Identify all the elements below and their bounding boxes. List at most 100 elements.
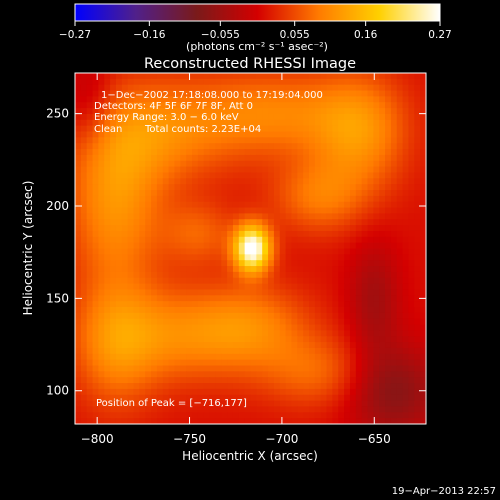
heatmap-cell xyxy=(133,236,140,244)
heatmap-cell xyxy=(402,160,409,168)
heatmap-cell xyxy=(367,143,374,150)
heatmap-cell xyxy=(192,418,199,424)
heatmap-cell xyxy=(238,388,246,396)
heatmap-cell xyxy=(408,131,415,138)
heatmap-cell xyxy=(115,201,123,209)
heatmap-cell xyxy=(227,371,234,378)
heatmap-cell xyxy=(209,143,216,150)
heatmap-cell xyxy=(227,113,234,121)
heatmap-cell xyxy=(338,412,345,419)
heatmap-cell xyxy=(115,84,123,92)
heatmap-cell xyxy=(355,90,363,97)
heatmap-cell xyxy=(75,307,82,314)
heatmap-cell xyxy=(186,312,193,320)
heatmap-cell xyxy=(98,201,105,209)
heatmap-cell xyxy=(420,248,426,255)
heatmap-cell xyxy=(373,131,380,138)
heatmap-cell xyxy=(349,377,357,384)
heatmap-cell xyxy=(80,201,88,209)
heatmap-cell xyxy=(98,137,105,144)
heatmap-cell xyxy=(110,418,117,424)
heatmap-cell xyxy=(344,90,351,97)
heatmap-cell xyxy=(344,195,351,203)
heatmap-cell xyxy=(285,347,292,355)
heatmap-cell xyxy=(309,225,316,232)
heatmap-cell xyxy=(121,108,129,115)
heatmap-cell xyxy=(285,388,292,396)
heatmap-cell xyxy=(373,160,380,168)
heatmap-cell xyxy=(256,266,263,273)
heatmap-cell xyxy=(297,102,304,109)
heatmap-cell xyxy=(309,318,316,326)
heatmap-cell xyxy=(110,195,117,203)
heatmap-cell xyxy=(133,190,140,197)
heatmap-cell xyxy=(115,96,123,103)
heatmap-cell xyxy=(256,318,263,326)
heatmap-cell xyxy=(349,201,357,209)
heatmap-cell xyxy=(361,178,368,185)
heatmap-cell xyxy=(285,318,292,326)
heatmap-cell xyxy=(279,125,287,132)
heatmap-cell xyxy=(215,190,222,197)
heatmap-cell xyxy=(110,260,117,267)
heatmap-cell xyxy=(320,394,328,402)
heatmap-cell xyxy=(221,184,228,191)
heatmap-cell xyxy=(244,195,251,203)
heatmap-cell xyxy=(309,125,316,132)
heatmap-cell xyxy=(215,195,222,203)
heatmap-cell xyxy=(338,353,345,361)
heatmap-cell xyxy=(262,172,269,179)
heatmap-cell xyxy=(279,78,287,86)
heatmap-cell xyxy=(104,289,111,296)
heatmap-cell xyxy=(92,388,99,396)
heatmap-cell xyxy=(355,207,363,214)
heatmap-cell xyxy=(98,418,105,424)
heatmap-cell xyxy=(355,166,363,173)
heatmap-cell xyxy=(215,353,222,361)
heatmap-cell xyxy=(250,371,257,378)
heatmap-cell xyxy=(273,184,281,191)
heatmap-cell xyxy=(332,207,339,214)
heatmap-cell xyxy=(320,96,328,103)
heatmap-cell xyxy=(209,260,216,267)
heatmap-cell xyxy=(314,371,322,378)
heatmap-cell xyxy=(379,90,386,97)
heatmap-cell xyxy=(303,365,310,372)
heatmap-cell xyxy=(309,190,316,197)
heatmap-cell xyxy=(326,108,333,115)
heatmap-cell xyxy=(314,383,322,390)
heatmap-cell xyxy=(86,113,94,121)
heatmap-cell xyxy=(373,137,380,144)
heatmap-cell xyxy=(379,248,386,255)
heatmap-cell xyxy=(361,295,368,302)
heatmap-cell xyxy=(332,318,339,326)
heatmap-cell xyxy=(174,318,181,326)
heatmap-cell xyxy=(379,394,386,402)
heatmap-cell xyxy=(326,277,333,285)
heatmap-cell xyxy=(197,137,205,144)
heatmap-cell xyxy=(361,412,368,419)
heatmap-cell xyxy=(244,78,251,86)
heatmap-cell xyxy=(414,353,421,361)
heatmap-cell xyxy=(127,154,134,162)
heatmap-cell xyxy=(303,78,310,86)
heatmap-cell xyxy=(250,359,257,366)
heatmap-cell xyxy=(121,371,129,378)
heatmap-cell xyxy=(110,207,117,214)
colorbar-label: (photons cm⁻² s⁻¹ asec⁻²) xyxy=(186,40,328,53)
heatmap-cell xyxy=(203,184,211,191)
heatmap-cell xyxy=(215,113,222,121)
heatmap-cell xyxy=(215,248,222,255)
heatmap-cell xyxy=(420,154,426,162)
heatmap-cell xyxy=(314,190,322,197)
heatmap-cell xyxy=(338,242,345,249)
heatmap-cell xyxy=(367,307,374,314)
heatmap-cell xyxy=(314,125,322,132)
heatmap-cell xyxy=(133,119,140,127)
heatmap-cell xyxy=(279,213,287,220)
heatmap-cell xyxy=(303,213,310,220)
heatmap-cell xyxy=(92,359,99,366)
heatmap-cell xyxy=(326,172,333,179)
heatmap-cell xyxy=(238,73,246,80)
heatmap-cell xyxy=(174,236,181,244)
